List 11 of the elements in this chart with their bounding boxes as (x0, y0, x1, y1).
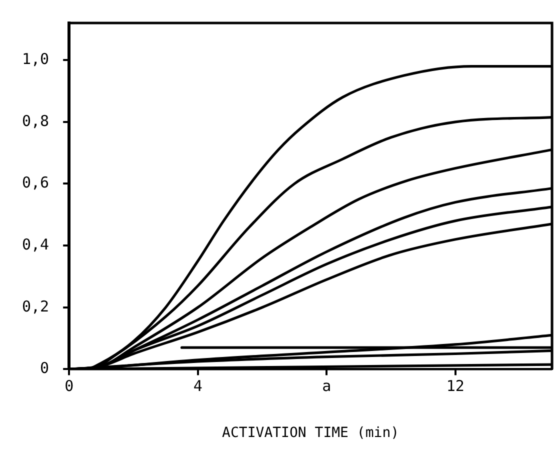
y-tick-label: 0 (40, 359, 50, 378)
x-tick-label: 12 (446, 377, 464, 396)
y-tick-label: 1,0 (22, 50, 50, 68)
x-tick-label: 4 (193, 377, 202, 396)
y-tick-label: 0,2 (22, 297, 50, 316)
y-tick-label: 0,6 (22, 174, 50, 192)
y-tick-label: 0,4 (22, 235, 50, 254)
x-tick-label: 0 (64, 377, 74, 396)
x-axis-title: ACTIVATION TIME (min) (222, 425, 400, 442)
y-tick-label: 0,8 (22, 112, 50, 130)
x-tick-label: a (322, 377, 332, 396)
